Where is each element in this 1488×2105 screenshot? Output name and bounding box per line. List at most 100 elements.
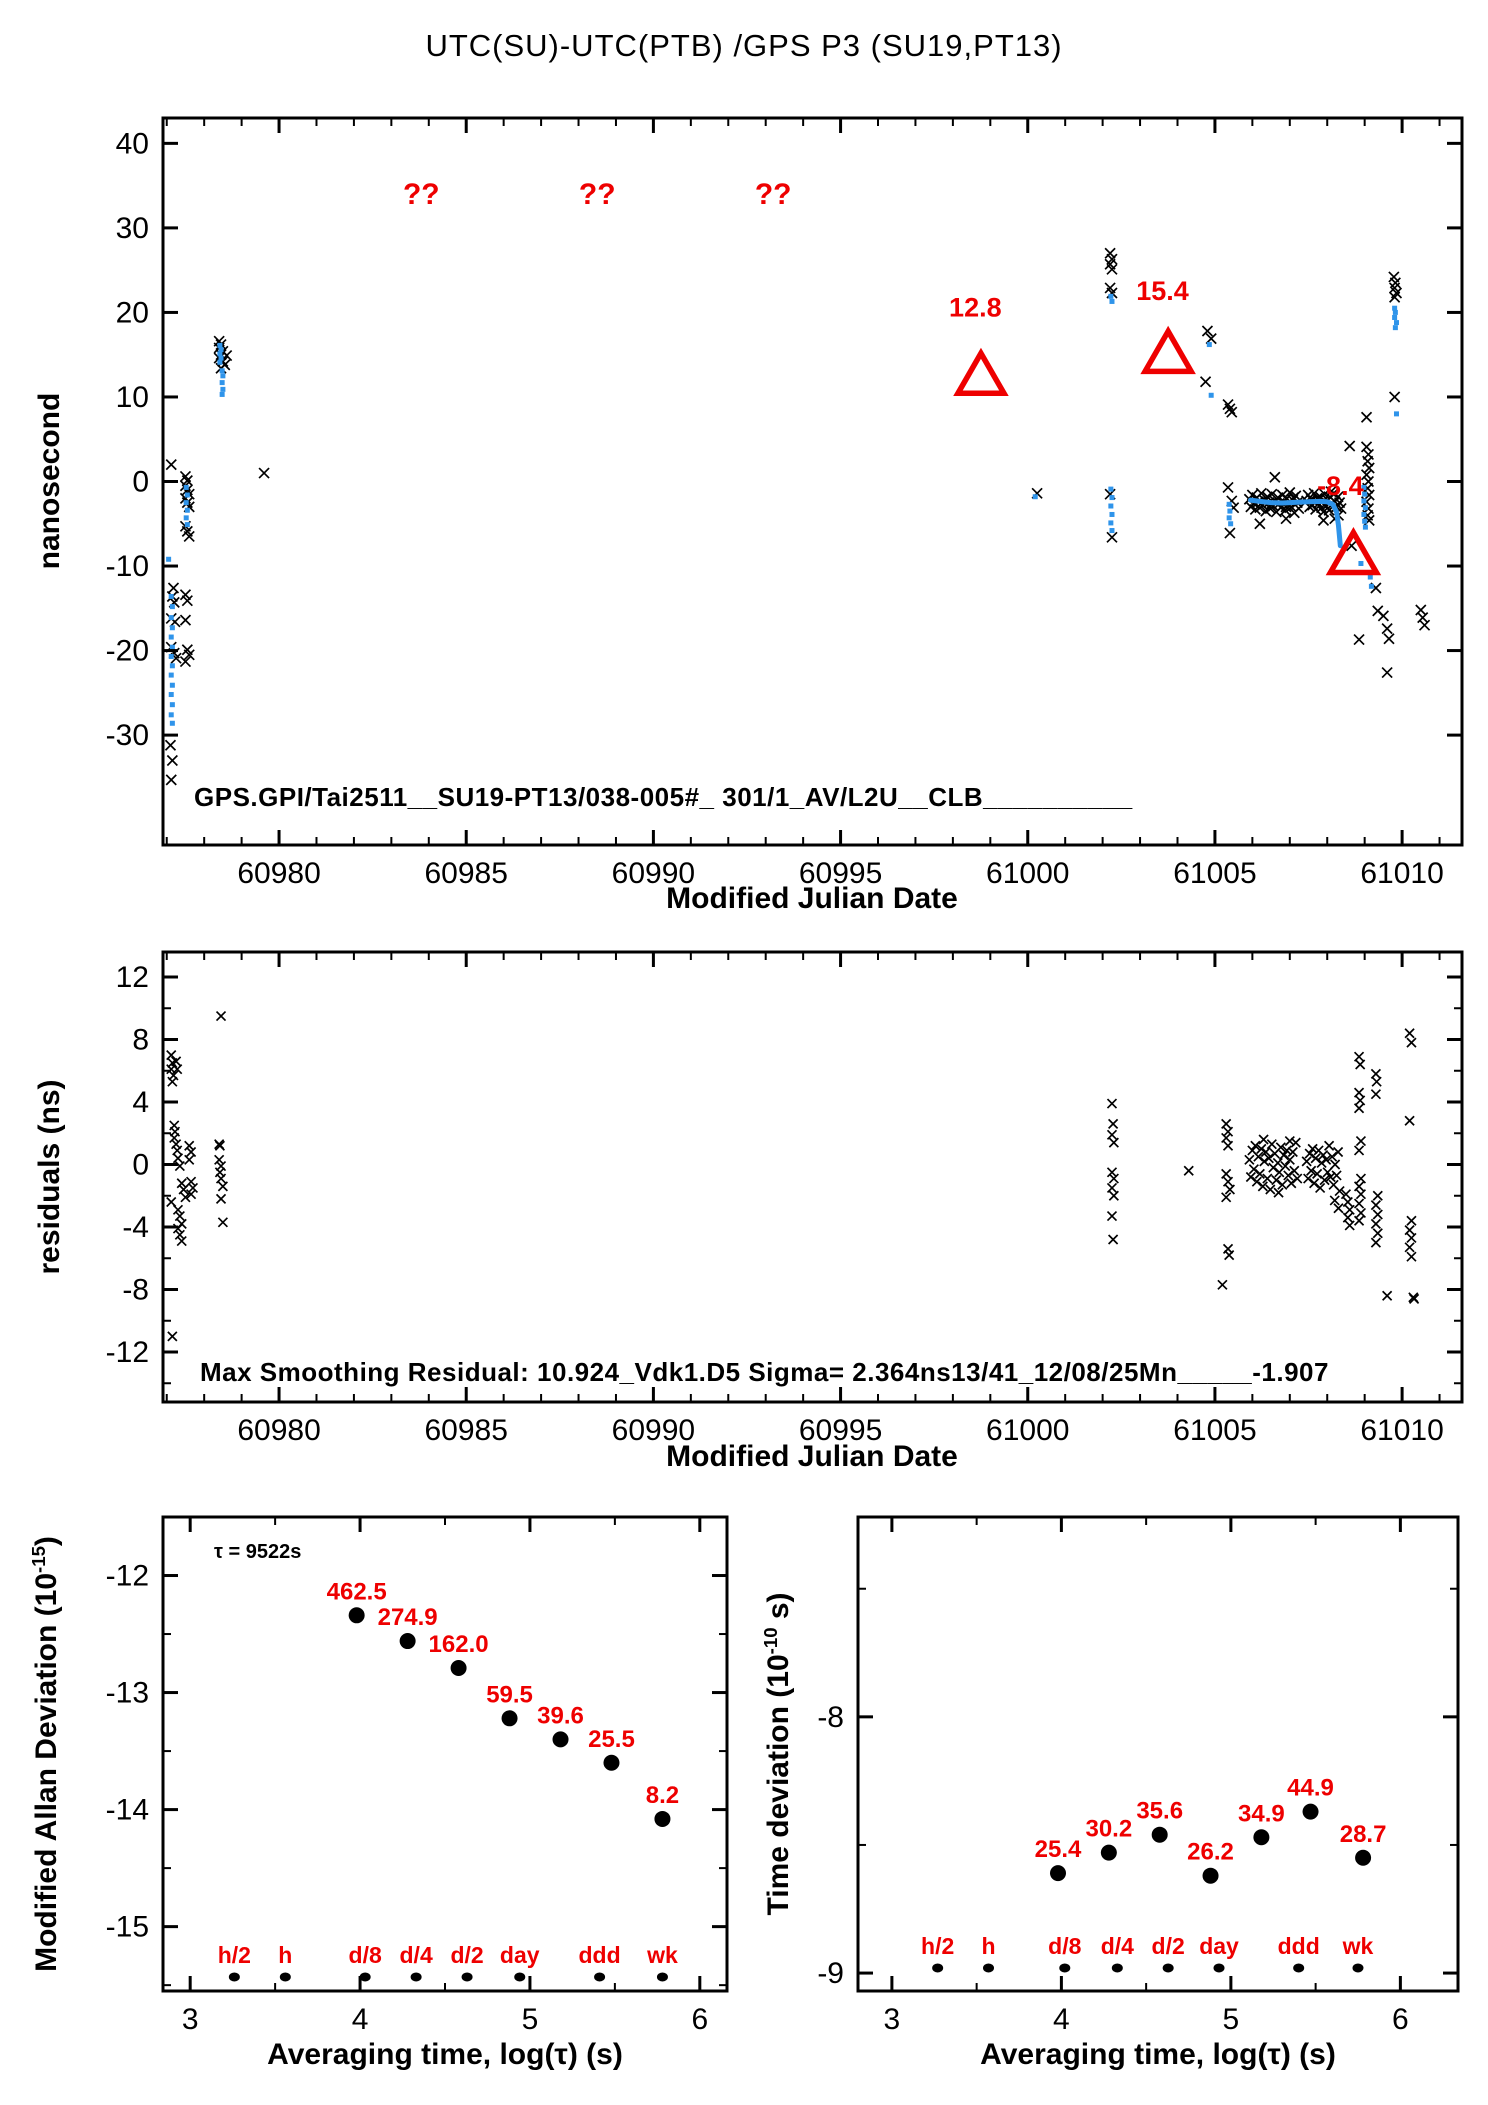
vondrak-smoothed-points-marker [1362, 505, 1368, 511]
y-tick-label: -20 [106, 635, 149, 668]
x-axis-label-mdev: Averaging time, log(τ) (s) [267, 2038, 623, 2071]
residual-x-markers-marker [172, 1223, 184, 1234]
residual-x-markers-marker [1406, 1251, 1417, 1262]
vondrak-smoothed-points-marker [1392, 305, 1398, 311]
residual-x-markers-marker [1222, 1126, 1234, 1137]
deviation-point [501, 1710, 518, 1727]
gps-measurement-x-markers-marker [1284, 486, 1296, 499]
x-tick-label: 60980 [237, 1414, 320, 1447]
category-label: wk [646, 1942, 678, 1968]
residual-x-markers-marker [1292, 1173, 1303, 1184]
deviation-point [1253, 1829, 1270, 1846]
residual-x-markers-marker [214, 1140, 226, 1151]
residual-x-markers-marker [1245, 1171, 1256, 1183]
deviation-point [603, 1754, 620, 1771]
vondrak-smoothed-points-marker [168, 712, 174, 718]
deviation-point-value: 25.5 [588, 1726, 635, 1753]
gps-measurement-x-markers-marker [1383, 633, 1395, 645]
category-marker [656, 1972, 668, 1982]
residual-x-markers-marker [1256, 1143, 1267, 1154]
y-tick-label: -30 [106, 719, 149, 752]
x-tick-label: 5 [1223, 2003, 1240, 2036]
category-marker [932, 1963, 944, 1973]
x-tick-label: 6 [1392, 2003, 1409, 2036]
x-tick-label: 60985 [425, 1414, 508, 1447]
deviation-point-value: 162.0 [429, 1631, 489, 1658]
residual-x-markers-marker [1262, 1173, 1273, 1184]
y-axis-label-text: ) [30, 1536, 63, 1547]
residual-x-markers-marker [215, 1010, 227, 1022]
vondrak-smoothed-points-marker [1108, 520, 1114, 526]
residual-x-markers-marker [1289, 1165, 1300, 1176]
residual-x-markers-marker [1263, 1153, 1274, 1164]
y-tick-label: 0 [132, 466, 149, 499]
vondrak-smoothed-points-marker [168, 615, 174, 621]
residual-x-markers-marker [1319, 1175, 1330, 1186]
gps-measurement-x-markers-marker [1224, 403, 1236, 415]
residual-x-markers-marker [1221, 1118, 1232, 1129]
residual-x-markers-marker [1355, 1135, 1367, 1147]
residual-x-markers-marker [180, 1192, 191, 1203]
residual-x-markers-marker [1316, 1157, 1327, 1169]
residual-x-markers-marker [1310, 1153, 1321, 1164]
residual-x-markers-marker [1183, 1165, 1194, 1176]
deviation-point-value: 34.9 [1238, 1800, 1285, 1827]
residual-x-markers-marker [172, 1204, 184, 1215]
residual-x-markers-marker [1278, 1150, 1289, 1161]
x-tick-label: 61000 [986, 1414, 1069, 1447]
gps-measurement-x-markers-marker [1205, 333, 1217, 345]
category-label: h/2 [921, 1933, 954, 1959]
vondrak-smoothed-points-marker [219, 368, 225, 374]
x-tick-label: 61010 [1360, 1414, 1443, 1447]
category-marker [594, 1972, 606, 1982]
gps-measurement-x-markers-marker [165, 774, 177, 786]
deviation-point-value: 30.2 [1085, 1816, 1132, 1843]
gps-measurement-x-markers-marker [1389, 391, 1401, 403]
gps-measurement-x-markers-marker [165, 458, 177, 471]
residual-x-markers-marker [1332, 1146, 1344, 1158]
residual-x-markers-marker [1406, 1037, 1417, 1048]
category-marker [228, 1972, 240, 1982]
gps-measurement-x-markers-marker [1317, 514, 1330, 526]
missing-data-annotation: ?? [755, 178, 792, 211]
residual-x-markers-marker [184, 1140, 195, 1151]
vondrak-smoothed-points-marker [1362, 518, 1368, 524]
deviation-point-value: 35.6 [1136, 1798, 1183, 1825]
residual-x-markers-marker [1108, 1173, 1119, 1184]
residual-x-markers-marker [172, 1064, 183, 1075]
residual-x-markers-marker [1355, 1207, 1367, 1219]
deviation-point-value: 39.6 [537, 1702, 584, 1729]
vondrak-smoothed-points-marker [168, 593, 174, 599]
tau-note: τ = 9522s [214, 1541, 302, 1563]
residual-x-markers-marker [172, 1153, 184, 1164]
residual-x-markers-marker [1312, 1168, 1323, 1179]
residual-x-markers-marker [1287, 1146, 1298, 1158]
vondrak-smoothed-points-marker [183, 515, 189, 521]
category-marker [410, 1972, 422, 1982]
deviation-point [654, 1810, 671, 1827]
gps-measurement-x-markers-marker [1362, 455, 1374, 467]
residual-x-markers-marker [1221, 1168, 1232, 1179]
residual-x-markers-marker [1106, 1129, 1118, 1140]
gps-measurement-x-markers-marker [1317, 506, 1330, 518]
residual-x-markers-marker [174, 1210, 185, 1222]
gps-measurement-x-markers-marker [183, 649, 195, 661]
category-label: h [278, 1942, 292, 1968]
residual-x-markers-marker [1329, 1195, 1340, 1206]
category-marker [514, 1972, 526, 1982]
vondrak-smoothed-points-marker [1367, 574, 1373, 580]
category-marker [1162, 1963, 1174, 1973]
gps-measurement-x-markers-marker [1418, 619, 1431, 631]
residual-x-markers-marker [187, 1182, 199, 1194]
vondrak-smoothed-points-marker [168, 672, 174, 678]
residual-x-markers-marker [1283, 1170, 1294, 1181]
gps-measurement-x-markers-marker [1201, 325, 1214, 337]
vondrak-smoothed-points-marker [1361, 484, 1367, 490]
vondrak-smoothed-points-marker [218, 347, 224, 353]
vondrak-smoothed-points-marker [1109, 495, 1115, 501]
residual-x-markers-marker [1108, 1137, 1119, 1148]
outlier-value-label: 15.4 [1136, 276, 1189, 306]
gps-measurement-x-markers-marker [1224, 527, 1236, 539]
residual-x-markers-marker [1404, 1115, 1415, 1126]
gps-measurement-x-markers-marker [179, 655, 192, 668]
